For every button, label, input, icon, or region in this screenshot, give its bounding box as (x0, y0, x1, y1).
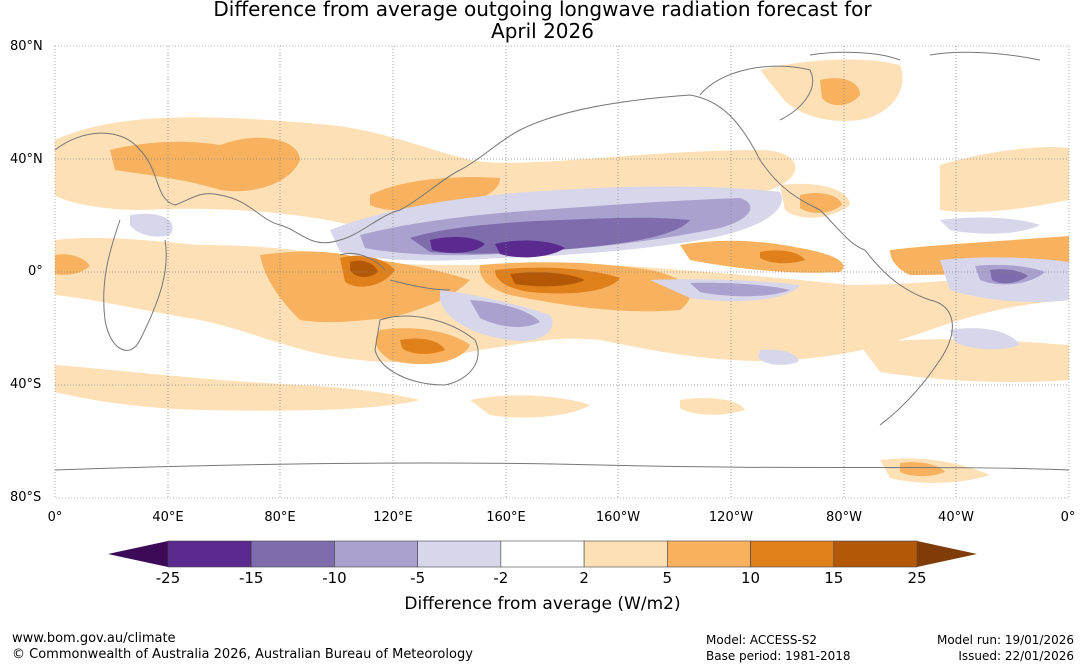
colorbar-cell (250, 540, 335, 568)
footer-source: www.bom.gov.au/climate © Commonwealth of… (12, 631, 473, 663)
colorbar-tick-label: -15 (238, 569, 264, 587)
lon-label-0-right: 0° (1060, 510, 1076, 525)
colorbar-under-triangle (108, 541, 168, 567)
colorbar-cell (500, 540, 585, 568)
footer-model: Model: ACCESS-S2 (706, 633, 818, 647)
colorbar-tick-label: 2 (579, 569, 589, 587)
colorbar-tick-label: 5 (662, 569, 673, 587)
colorbar-tick-label: 10 (741, 569, 761, 587)
colorbar-over-triangle (917, 541, 977, 567)
colorbar-tick-label: -5 (410, 569, 426, 587)
lon-label-40w: 40°W (938, 510, 974, 525)
lon-label-120e: 120°E (373, 510, 413, 525)
lon-label-120w: 120°W (708, 510, 754, 525)
chart-title-line1: Difference from average outgoing longwav… (213, 0, 872, 21)
colorbar-tick-label: 25 (907, 569, 927, 587)
colorbar-cell (833, 540, 918, 568)
colorbar-tick-label: -10 (322, 569, 347, 587)
colorbar-cell (750, 540, 835, 568)
chart-title-line2: April 2026 (491, 19, 594, 43)
colorbar (108, 540, 977, 568)
colorbar-cell (417, 540, 502, 568)
colorbar-cell (167, 540, 252, 568)
lat-label-80n: 80°N (10, 39, 43, 54)
colorbar-cell (667, 540, 751, 568)
colorbar-tick-label: 15 (824, 569, 844, 587)
footer-copyright: © Commonwealth of Australia 2026, Austra… (12, 647, 473, 662)
colorbar-label: Difference from average (W/m2) (404, 594, 681, 614)
coastlines (55, 51, 1069, 471)
lat-label-0: 0° (28, 264, 43, 279)
lon-label-80w: 80°W (826, 510, 862, 525)
lon-label-160e: 160°E (486, 510, 526, 525)
lon-label-80e: 80°E (264, 510, 296, 525)
lon-label-40e: 40°E (152, 510, 184, 525)
lat-label-40s: 40°S (10, 377, 42, 392)
lon-label-0-left: 0° (47, 510, 63, 525)
footer-model-info: Model: ACCESS-S2 Base period: 1981-2018 (706, 632, 851, 664)
colorbar-tick-label: -25 (155, 569, 181, 587)
anomaly-positive-very-strong (350, 260, 585, 287)
lat-label-80s: 80°S (10, 490, 42, 505)
footer-base-period: Base period: 1981-2018 (706, 649, 851, 663)
footer-model-run: Model run: 19/01/2026 (936, 633, 1074, 647)
lat-label-40n: 40°N (10, 152, 43, 167)
map-frame (54, 45, 1070, 499)
colorbar-cell (583, 540, 668, 568)
lon-label-160w: 160°W (595, 510, 641, 525)
footer-dates: Model run: 19/01/2026 Issued: 22/01/2026 (937, 632, 1074, 664)
anomaly-positive-moderate (55, 78, 1069, 477)
colorbar-cell (334, 540, 418, 568)
footer-issued: Issued: 22/01/2026 (958, 649, 1074, 663)
colorbar-tick-label: -2 (493, 569, 509, 587)
footer-url[interactable]: www.bom.gov.au/climate (12, 631, 176, 646)
graticule (55, 46, 1069, 498)
anomaly-negative-very-strong (430, 236, 565, 258)
